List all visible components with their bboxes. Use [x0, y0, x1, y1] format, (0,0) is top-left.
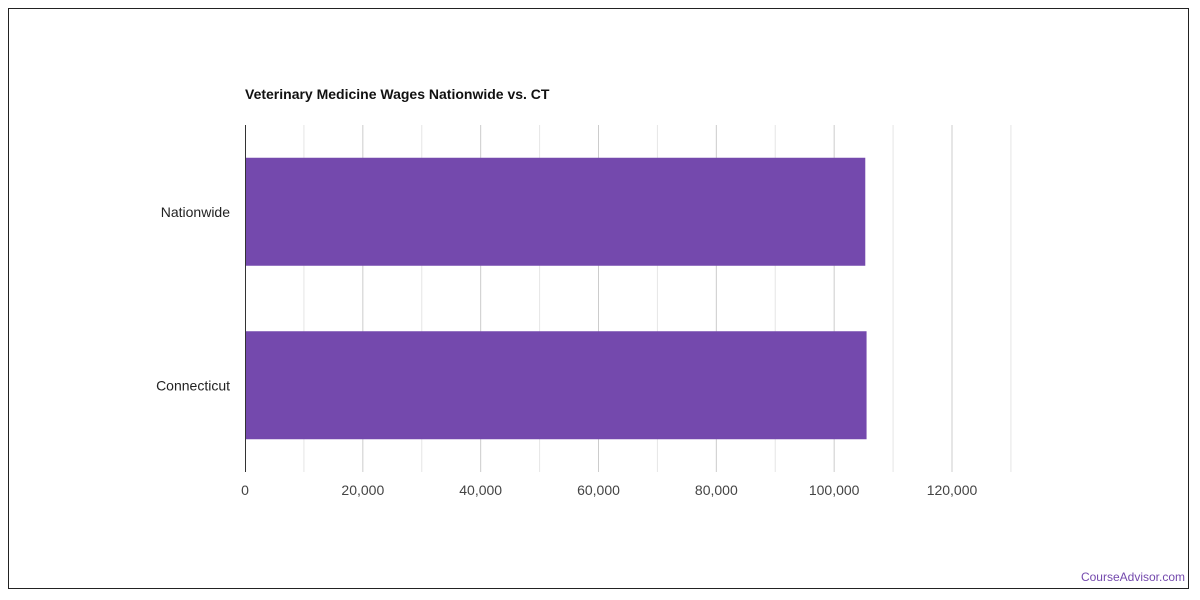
source-watermark[interactable]: CourseAdvisor.com — [1080, 570, 1185, 584]
category-label: Connecticut — [156, 377, 230, 393]
chart-frame — [8, 8, 1189, 589]
category-label: Nationwide — [161, 204, 230, 220]
chart-title: Veterinary Medicine Wages Nationwide vs.… — [245, 86, 550, 102]
x-tick-label: 80,000 — [695, 482, 738, 498]
bar-connecticut — [245, 331, 867, 440]
x-tick-label: 40,000 — [459, 482, 502, 498]
x-tick-label: 20,000 — [341, 482, 384, 498]
x-tick-label: 60,000 — [577, 482, 620, 498]
x-tick-label: 0 — [241, 482, 249, 498]
x-tick-label: 120,000 — [927, 482, 978, 498]
x-tick-label: 100,000 — [809, 482, 860, 498]
bar-nationwide — [245, 157, 866, 266]
